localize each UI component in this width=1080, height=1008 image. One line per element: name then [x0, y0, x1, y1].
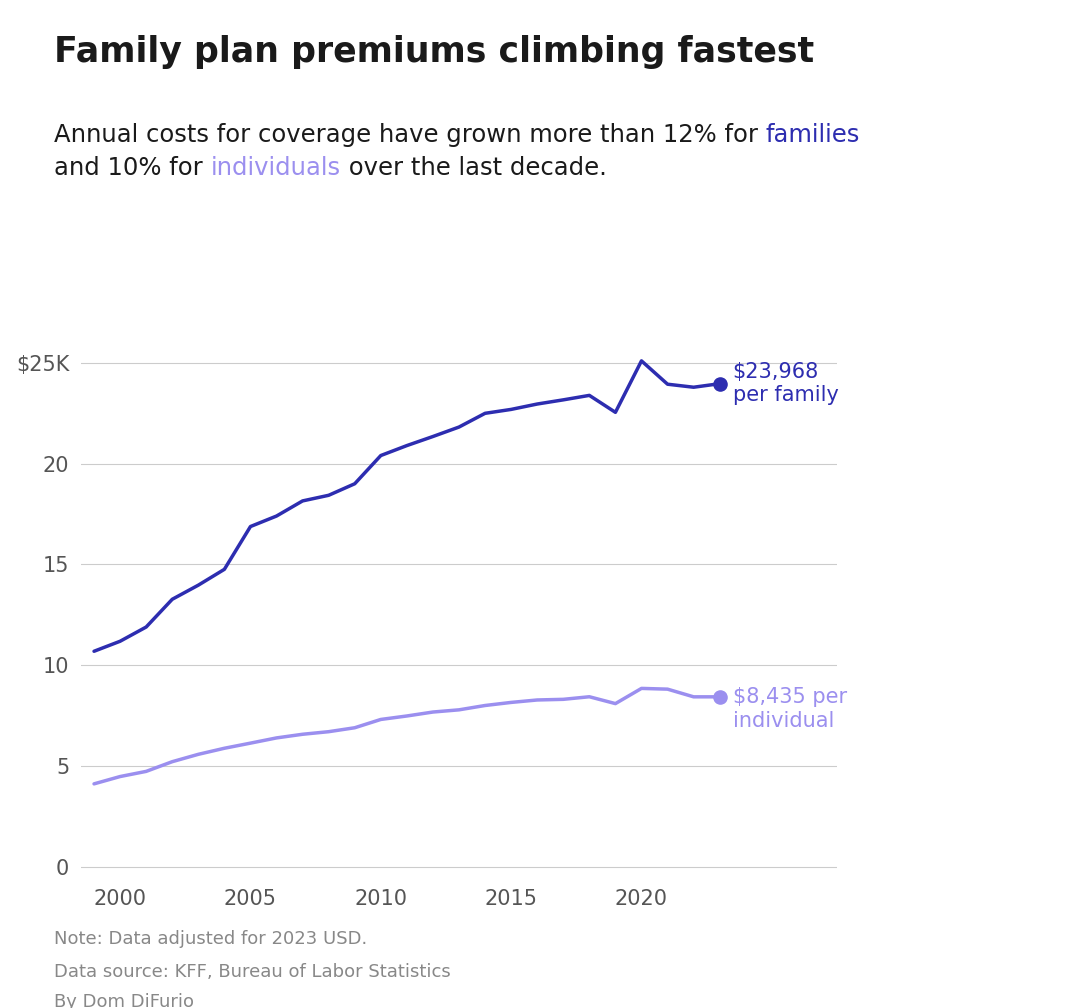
Text: $8,435 per
individual: $8,435 per individual [732, 687, 847, 731]
Text: Annual costs for coverage have grown more than 12% for: Annual costs for coverage have grown mor… [54, 123, 766, 147]
Text: By Dom DiFurio: By Dom DiFurio [54, 993, 194, 1008]
Text: Note: Data adjusted for 2023 USD.: Note: Data adjusted for 2023 USD. [54, 930, 367, 949]
Point [711, 376, 728, 392]
Text: Data source: KFF, Bureau of Labor Statistics: Data source: KFF, Bureau of Labor Statis… [54, 963, 450, 981]
Text: Family plan premiums climbing fastest: Family plan premiums climbing fastest [54, 35, 814, 70]
Point [711, 688, 728, 705]
Text: families: families [766, 123, 860, 147]
Text: $23,968
per family: $23,968 per family [732, 362, 838, 405]
Text: and 10% for: and 10% for [54, 156, 211, 180]
Text: over the last decade.: over the last decade. [340, 156, 607, 180]
Text: individuals: individuals [211, 156, 340, 180]
